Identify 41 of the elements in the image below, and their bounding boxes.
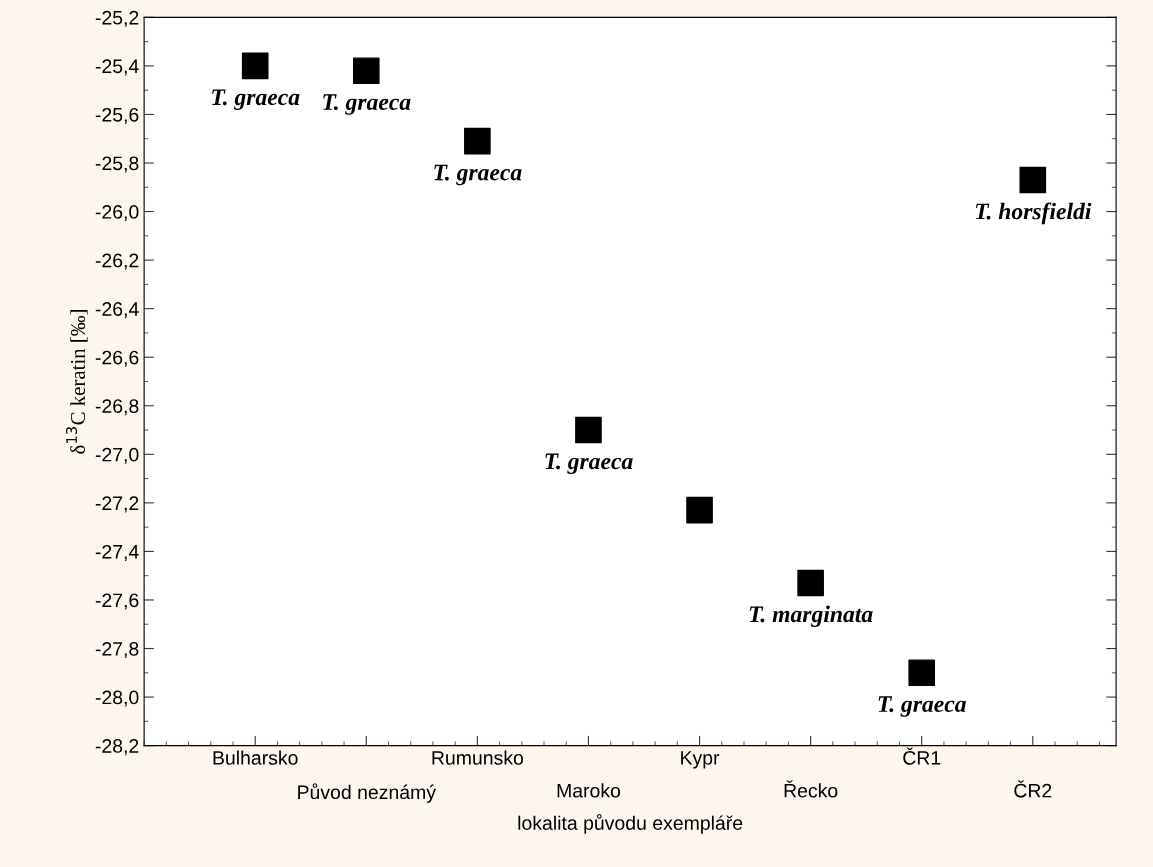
annotation: T. graeca — [545, 453, 633, 475]
point — [241, 52, 269, 80]
annotation: T. graeca — [878, 696, 966, 717]
y-tick-label: -27,2 — [95, 496, 139, 513]
y-tick-label: -26,4 — [95, 302, 139, 319]
x-tick-label: Bulharsko — [213, 750, 298, 765]
y-tick-label: -27,4 — [95, 544, 139, 561]
annotation: T. graeca — [212, 89, 300, 110]
annotation: T. graeca — [434, 164, 522, 186]
y-tick-label: -25,8 — [95, 156, 139, 173]
x-axis-title: lokalita původu exempláře — [518, 814, 743, 834]
point — [1019, 166, 1047, 194]
y-tick-label: -26,8 — [95, 399, 139, 416]
x-tick-label: ČR1 — [903, 747, 941, 765]
y-tick-label: -28,2 — [95, 739, 139, 756]
y-tick-label: -25,2 — [95, 10, 139, 27]
point — [464, 127, 491, 155]
y-tick-label: -25,6 — [95, 107, 139, 124]
y-tick-label: -27,8 — [95, 641, 139, 659]
y-tick-label: -25,4 — [95, 59, 139, 76]
point — [352, 57, 380, 85]
annotation: T. graeca — [323, 94, 411, 115]
y-tick-label: -26,6 — [95, 350, 139, 367]
y-tick-label: -28,0 — [95, 690, 139, 707]
y-tick-label: -27,0 — [95, 447, 139, 464]
annotation: T. horsfieldi — [975, 202, 1092, 225]
y-tick-label: -26,0 — [95, 205, 139, 222]
y-axis-title: δ$^{13}$C keratin [‰] — [66, 310, 88, 454]
x-tick-label: Řecko — [784, 780, 838, 798]
y-tick-label: -27,6 — [95, 593, 139, 610]
x-tick-label: Původ neznámý — [298, 783, 436, 803]
point — [686, 496, 713, 524]
point — [575, 416, 602, 444]
annotation: T. marginata — [749, 605, 873, 628]
y-tick-label: -26,2 — [95, 253, 139, 270]
x-tick-label: Maroko — [557, 783, 621, 798]
point — [797, 569, 824, 597]
point — [908, 659, 936, 687]
x-tick-label: Kypr — [681, 751, 720, 769]
x-tick-label: Rumunsko — [432, 750, 524, 765]
x-tick-label: ČR2 — [1014, 780, 1052, 798]
